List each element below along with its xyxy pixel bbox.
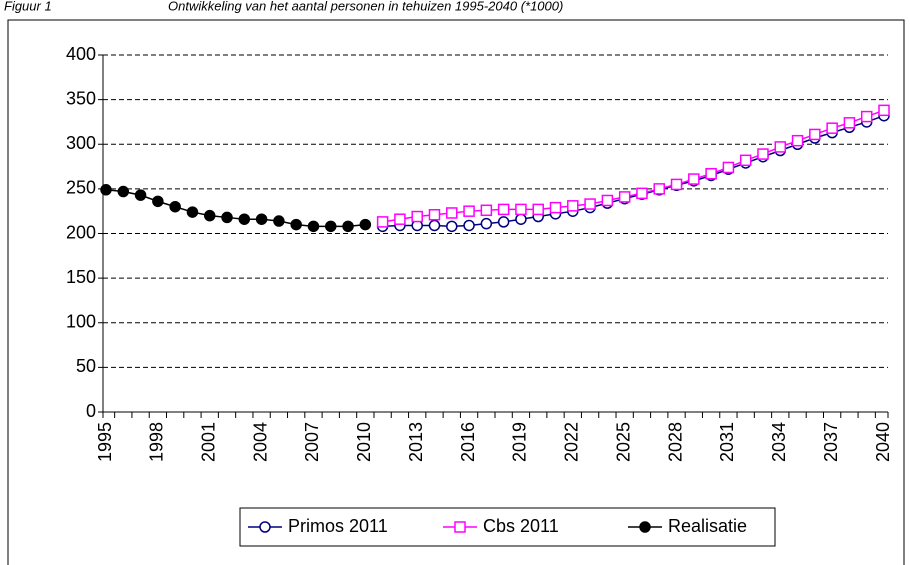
data-point: [290, 218, 302, 231]
data-point: [152, 195, 164, 208]
data-point: [515, 213, 527, 225]
x-tick-label: 2040: [873, 422, 893, 462]
x-tick-label: 2016: [458, 422, 478, 462]
y-tick-label: 200: [66, 222, 96, 242]
data-point: [515, 203, 527, 216]
data-point: [774, 141, 787, 153]
x-tick-label: 1998: [147, 422, 167, 462]
data-point: [394, 213, 406, 225]
legend-label: Realisatie: [668, 516, 747, 536]
data-point: [446, 220, 458, 233]
data-point: [463, 219, 475, 232]
data-point: [567, 200, 579, 212]
data-point: [100, 184, 112, 196]
data-point: [843, 117, 856, 129]
data-point: [186, 206, 199, 218]
legend-label: Cbs 2011: [483, 516, 559, 536]
legend-label: Primos 2011: [288, 516, 388, 536]
data-point: [739, 154, 752, 167]
y-tick-label: 300: [66, 133, 96, 153]
x-tick-label: 2031: [717, 422, 737, 462]
data-point: [359, 218, 372, 231]
chart-title: Ontwikkeling van het aantal personen in …: [168, 0, 563, 13]
data-point: [757, 148, 769, 160]
x-tick-label: 2010: [354, 422, 374, 462]
data-point: [809, 128, 821, 141]
data-point: [688, 173, 700, 185]
data-point: [722, 161, 735, 174]
data-point: [203, 209, 216, 222]
data-point: [325, 220, 337, 233]
data-point: [463, 205, 475, 217]
data-point: [117, 185, 130, 198]
y-tick-label: 400: [66, 44, 96, 64]
data-point: [601, 194, 614, 207]
y-tick-label: 250: [66, 178, 96, 198]
data-point: [636, 187, 648, 200]
x-tick-label: 2019: [510, 422, 530, 462]
data-point: [307, 220, 320, 233]
data-point: [618, 191, 631, 203]
data-point: [255, 213, 268, 225]
data-point: [705, 167, 717, 180]
data-point: [221, 211, 233, 224]
data-point: [428, 209, 441, 221]
legend-box: [239, 507, 776, 547]
x-tick-label: 2034: [769, 422, 789, 462]
x-tick-label: 2004: [250, 422, 270, 462]
data-point: [169, 200, 181, 213]
y-tick-label: 100: [66, 312, 96, 332]
data-point: [532, 203, 544, 216]
data-point: [411, 210, 423, 223]
legend-marker: [454, 521, 466, 533]
legend-marker: [639, 521, 651, 533]
x-tick-label: 1995: [95, 422, 115, 462]
series-line: [105, 189, 366, 228]
x-tick-label: 2025: [613, 422, 633, 462]
x-tick-label: 2028: [665, 422, 685, 462]
data-point: [878, 104, 890, 117]
data-point: [480, 204, 493, 217]
data-point: [826, 122, 838, 134]
chart-frame: [7, 19, 905, 565]
data-point: [238, 213, 251, 225]
y-tick-label: 350: [66, 88, 96, 108]
data-point: [480, 217, 493, 230]
x-tick-label: 2007: [302, 422, 322, 462]
data-point: [860, 110, 873, 123]
data-point: [670, 178, 683, 191]
x-tick-label: 2013: [406, 422, 426, 462]
figure-label: Figuur 1: [4, 0, 52, 13]
data-point: [134, 189, 147, 201]
legend-marker: [259, 521, 271, 533]
x-tick-label: 2037: [821, 422, 841, 462]
x-tick-label: 2001: [198, 422, 218, 462]
series-line: [382, 114, 885, 228]
data-point: [497, 216, 510, 228]
data-point: [342, 220, 354, 233]
data-point: [376, 216, 389, 228]
data-point: [549, 201, 562, 214]
data-point: [653, 183, 665, 195]
data-point: [428, 219, 441, 232]
data-point: [273, 215, 285, 227]
x-tick-label: 2022: [562, 422, 582, 462]
data-point: [584, 198, 596, 210]
y-tick-label: 0: [86, 401, 96, 421]
series-line: [382, 109, 885, 223]
data-point: [446, 207, 458, 219]
y-tick-label: 150: [66, 267, 96, 287]
data-point: [791, 134, 804, 147]
data-point: [497, 203, 510, 216]
y-tick-label: 50: [76, 356, 96, 376]
